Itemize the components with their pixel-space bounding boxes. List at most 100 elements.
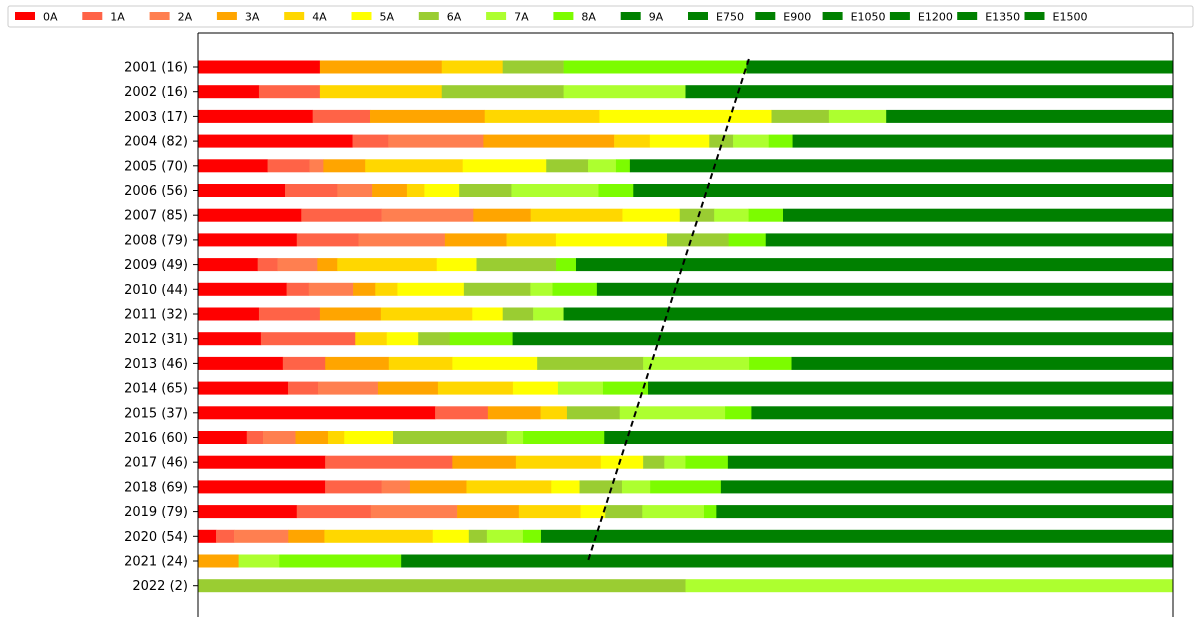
bar-2006-56-4a xyxy=(406,184,425,197)
legend-swatch-1a xyxy=(82,12,103,20)
bar-2002-16-1a xyxy=(258,85,321,99)
legend-label-0a: 0A xyxy=(43,11,58,24)
bar-2016-60-8a xyxy=(523,431,605,444)
bar-2013-46-3a xyxy=(325,356,390,370)
bar-2001-16-0a xyxy=(198,60,321,74)
bar-2019-79-3a xyxy=(457,505,520,519)
bar-2018-69-9a xyxy=(720,480,1174,494)
y-tick-label-2003-17: 2003 (17) xyxy=(124,110,188,125)
legend-label-e1200: E1200 xyxy=(918,11,953,24)
trend-line xyxy=(587,58,750,562)
bar-2010-44-7a xyxy=(530,282,553,296)
bar-2016-60-0a xyxy=(198,431,248,444)
legend-swatch-0a xyxy=(15,12,35,20)
bars-group xyxy=(198,60,1174,593)
bar-2007-85-8a xyxy=(748,208,784,222)
bar-2001-16-3a xyxy=(319,60,443,74)
legend-swatch-e900 xyxy=(755,12,776,20)
legend-label-8a: 8A xyxy=(581,11,596,24)
bar-2013-46-4a xyxy=(388,356,453,370)
legend-swatch-3a xyxy=(216,12,237,20)
bar-2019-79-5a xyxy=(580,505,606,519)
bar-2006-56-1a xyxy=(285,184,338,197)
bar-2008-79-8a xyxy=(728,233,767,247)
legend: 0A 1A 2A 3A 4A 5A 6A 7A 8A 9A E750 E900 E1050 E1200 E1… xyxy=(7,5,1194,28)
bar-2017-46-5a xyxy=(600,455,644,469)
legend-label-9a: 9A xyxy=(649,11,664,24)
bar-2010-44-6a xyxy=(463,282,531,296)
bar-2016-60-7a xyxy=(506,431,524,444)
legend-swatch-8a xyxy=(553,12,574,20)
legend-swatch-7a xyxy=(486,12,507,20)
bar-2010-44-8a xyxy=(552,282,598,296)
y-axis-tick-labels: 2001 (16) 2002 (16) 2003 (17) 2004 (82) 2005… xyxy=(124,61,198,594)
bar-2008-79-3a xyxy=(444,233,507,247)
bar-2004-82-3a xyxy=(483,134,615,148)
bar-2005-70-0a xyxy=(198,159,268,173)
bar-2021-24-3a xyxy=(198,554,239,568)
bar-2017-46-6a xyxy=(643,455,665,469)
bar-2011-32-1a xyxy=(258,307,321,321)
bar-2016-60-6a xyxy=(393,431,508,444)
bar-2001-16-4a xyxy=(441,60,503,74)
bar-2004-82-0a xyxy=(198,134,353,148)
bar-2014-65-8a xyxy=(602,381,649,395)
bar-2014-65-9a xyxy=(648,381,1174,395)
bar-2007-85-3a xyxy=(473,208,531,222)
legend-swatch-9a xyxy=(620,12,641,20)
bar-2018-69-1a xyxy=(325,480,382,494)
bar-2006-56-5a xyxy=(424,184,460,197)
bar-2001-16-6a xyxy=(502,60,564,74)
bar-2003-17-3a xyxy=(370,109,485,123)
bar-2018-69-8a xyxy=(650,480,722,494)
bar-2012-31-6a xyxy=(418,332,451,346)
bar-2009-49-2a xyxy=(277,258,318,272)
y-tick-label-2021-24: 2021 (24) xyxy=(124,555,188,570)
y-tick-label-2010-44: 2010 (44) xyxy=(124,283,188,298)
legend-label-e1050: E1050 xyxy=(851,11,886,24)
bar-2004-82-4a xyxy=(614,134,651,148)
bar-2021-24-9a xyxy=(401,554,1174,568)
bar-2006-56-2a xyxy=(337,184,373,197)
bar-2004-82-6a xyxy=(709,134,734,148)
legend-label-e1350: E1350 xyxy=(985,11,1020,24)
bar-2004-82-2a xyxy=(388,134,484,148)
bar-2015-37-8a xyxy=(725,406,752,420)
bar-2009-49-8a xyxy=(556,258,577,272)
bar-2008-79-6a xyxy=(666,233,729,247)
y-tick-label-2008-79: 2008 (79) xyxy=(124,233,188,248)
bar-2011-32-6a xyxy=(502,307,534,321)
bar-2018-69-7a xyxy=(621,480,651,494)
bar-2020-54-0a xyxy=(198,529,217,543)
bar-2013-46-8a xyxy=(749,356,792,370)
bar-2020-54-4a xyxy=(324,529,434,543)
bar-2015-37-0a xyxy=(198,406,436,420)
bar-2020-54-3a xyxy=(288,529,325,543)
bar-2008-79-0a xyxy=(198,233,298,247)
bar-2017-46-8a xyxy=(685,455,729,469)
bar-2002-16-9a xyxy=(685,85,1174,99)
bar-2013-46-5a xyxy=(452,356,538,370)
bar-2013-46-9a xyxy=(791,356,1174,370)
y-tick-label-2020-54: 2020 (54) xyxy=(124,530,188,545)
legend-swatch-e1500 xyxy=(1024,12,1045,20)
legend-label-5a: 5A xyxy=(380,11,395,24)
legend-swatch-e1200 xyxy=(889,12,910,20)
bar-2020-54-7a xyxy=(486,529,524,543)
bar-2020-54-6a xyxy=(468,529,488,543)
bar-2009-49-4a xyxy=(337,258,438,272)
bar-2005-70-2a xyxy=(309,159,324,173)
bar-2016-60-1a xyxy=(246,431,264,444)
bar-2019-79-8a xyxy=(703,505,717,519)
bar-2010-44-1a xyxy=(286,282,310,296)
bar-2019-79-9a xyxy=(716,505,1174,519)
bar-2014-65-5a xyxy=(512,381,559,395)
bar-2014-65-1a xyxy=(287,381,319,395)
y-tick-label-2013-46: 2013 (46) xyxy=(124,357,188,372)
bar-2018-69-2a xyxy=(381,480,411,494)
bar-2020-54-2a xyxy=(234,529,289,543)
y-tick-label-2002-16: 2002 (16) xyxy=(124,85,188,100)
y-tick-label-2019-79: 2019 (79) xyxy=(124,505,188,520)
bar-2012-31-4a xyxy=(355,332,388,346)
